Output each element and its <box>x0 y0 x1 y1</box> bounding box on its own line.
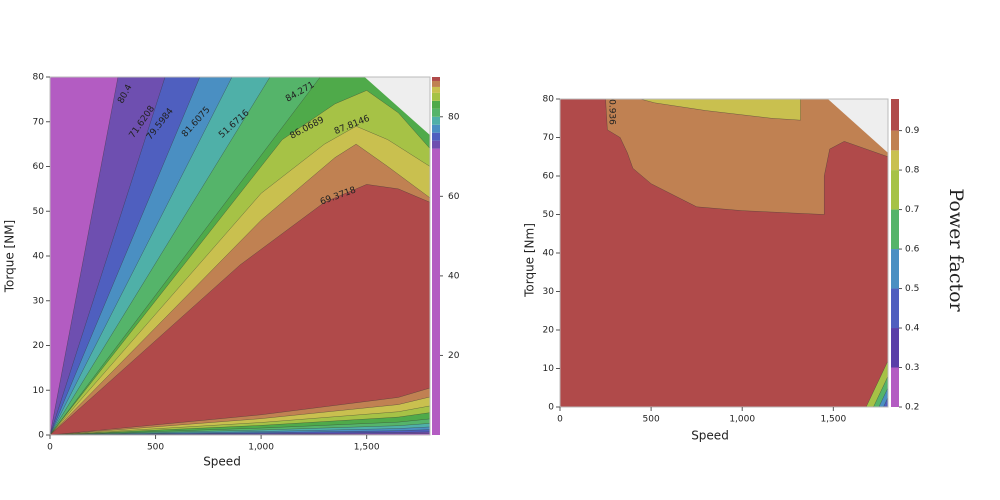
y-tick-label: 20 <box>543 326 555 336</box>
y-tick-label: 0 <box>548 403 554 413</box>
colorbar-band <box>432 92 440 101</box>
colorbar-band <box>891 150 899 171</box>
x-tick-label: 0 <box>47 443 53 453</box>
colorbar-tick-label: 0.3 <box>905 363 919 373</box>
colorbar-band <box>891 367 899 407</box>
colorbar-band <box>891 99 899 131</box>
colorbar-tick-label: 20 <box>448 351 460 361</box>
y-tick-label: 0 <box>38 431 44 441</box>
no-data-region <box>827 99 888 153</box>
colorbar-tick-label: 0.8 <box>905 166 920 176</box>
y-tick-label: 70 <box>543 133 555 143</box>
y-tick-label: 60 <box>33 162 45 172</box>
colorbar-tick-label: 0.4 <box>905 324 920 334</box>
colorbar-band <box>432 132 440 141</box>
contour-label: 0.936 <box>607 99 617 125</box>
x-axis-label: Speed <box>203 455 241 469</box>
colorbar-band <box>891 130 899 151</box>
contour-region <box>49 184 431 436</box>
colorbar-band <box>432 108 440 117</box>
no-data-region <box>364 77 430 136</box>
y-tick-label: 10 <box>33 386 45 396</box>
y-tick-label: 30 <box>33 296 45 306</box>
colorbar-band <box>891 328 899 368</box>
colorbar-band <box>432 77 440 81</box>
colorbar-band <box>891 249 899 289</box>
colorbar-band <box>891 170 899 210</box>
colorbar-band <box>432 148 440 435</box>
colorbar-band <box>432 86 440 93</box>
colorbar-band <box>432 80 440 87</box>
colorbar-band <box>432 140 440 149</box>
colorbar-tick-label: 60 <box>448 192 460 202</box>
y-axis-label: Torque [NM] <box>3 220 17 293</box>
colorbar-band <box>432 124 440 133</box>
colorbar-tick-label: 40 <box>448 271 460 281</box>
colorbar-tick-label: 80 <box>448 112 460 122</box>
y-tick-label: 40 <box>33 252 45 262</box>
colorbar-band <box>432 100 440 109</box>
y-tick-label: 20 <box>33 341 45 351</box>
y-tick-label: 70 <box>33 117 45 127</box>
x-tick-label: 1,500 <box>820 415 846 425</box>
colorbar-tick-label: 0.9 <box>905 126 920 136</box>
y-tick-label: 10 <box>543 364 555 374</box>
colorbar-band <box>432 116 440 125</box>
contour-region <box>605 98 889 215</box>
x-tick-label: 1,000 <box>248 443 274 453</box>
y-tick-label: 50 <box>543 210 555 220</box>
colorbar-tick-label: 0.5 <box>905 284 919 294</box>
x-tick-label: 0 <box>557 415 563 425</box>
colorbar-band <box>891 209 899 250</box>
y-tick-label: 40 <box>543 249 555 259</box>
y-tick-label: 30 <box>543 287 555 297</box>
x-tick-label: 500 <box>147 443 164 453</box>
x-axis-label: Speed <box>691 429 729 443</box>
colorbar-tick-label: 0.2 <box>905 403 919 413</box>
x-tick-label: 1,000 <box>729 415 755 425</box>
y-tick-label: 50 <box>33 207 45 217</box>
y-tick-label: 80 <box>33 73 45 83</box>
colorbar-tick-label: 0.7 <box>905 205 919 215</box>
x-tick-label: 500 <box>643 415 660 425</box>
colorbar-label: Power factor <box>945 188 967 312</box>
colorbar-band <box>891 288 899 329</box>
colorbar-tick-label: 0.6 <box>905 245 920 255</box>
x-tick-label: 1,500 <box>354 443 380 453</box>
y-tick-label: 80 <box>543 95 555 105</box>
y-axis-label: Torque [Nm] <box>523 223 537 298</box>
y-tick-label: 60 <box>543 172 555 182</box>
